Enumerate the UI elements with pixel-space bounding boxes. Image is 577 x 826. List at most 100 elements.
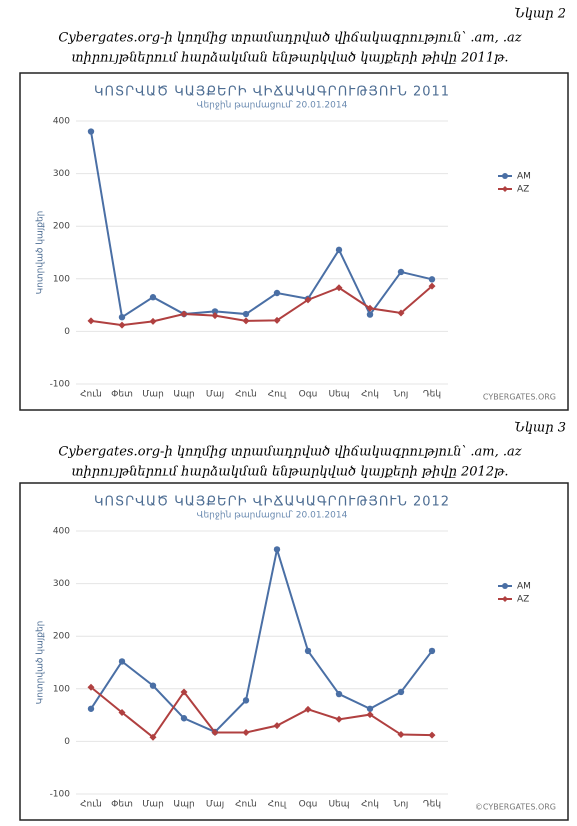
x-tick-label: Մար xyxy=(142,800,164,810)
point xyxy=(180,715,188,722)
point xyxy=(118,313,126,321)
point xyxy=(335,715,343,723)
point xyxy=(87,128,95,135)
x-tick-label: Հուլ xyxy=(268,390,287,400)
point xyxy=(366,311,374,318)
legend-label: AZ xyxy=(517,185,529,195)
point xyxy=(428,647,436,655)
y-tick-label: 0 xyxy=(64,327,70,337)
y-axis-label: Կոտրված կայքեր xyxy=(36,211,46,295)
point xyxy=(87,683,95,691)
point xyxy=(242,310,250,318)
point xyxy=(397,309,405,317)
series-line xyxy=(90,285,433,327)
x-tick-label: Դեկ xyxy=(423,390,441,400)
point xyxy=(397,688,405,696)
x-tick-label: Մար xyxy=(142,390,164,400)
point xyxy=(87,705,95,712)
y-tick-label: -100 xyxy=(50,790,71,800)
point xyxy=(304,705,312,713)
credit: ©CYBERGATES.ORG xyxy=(475,803,556,812)
point xyxy=(273,289,281,297)
point xyxy=(211,308,219,315)
chart-subtitle: Վերջին թարմացում՝ 20.01.2014 xyxy=(197,100,348,111)
y-tick-label: 200 xyxy=(53,222,70,232)
credit: CYBERGATES.ORG xyxy=(483,393,556,402)
legend-label: AM xyxy=(517,172,531,182)
point xyxy=(304,296,312,304)
x-tick-label: Հուն xyxy=(235,800,257,810)
caption-line: տիրույթներում հարձակման ենթարկված կայքեր… xyxy=(71,51,508,66)
caption-line: տիրույթներում հարձակման ենթարկված կայքեր… xyxy=(71,465,508,480)
x-tick-label: Դեկ xyxy=(423,800,441,810)
point xyxy=(149,294,157,301)
point xyxy=(366,705,374,712)
point xyxy=(335,246,343,254)
legend-marker xyxy=(502,173,508,179)
point xyxy=(397,268,405,276)
series-line xyxy=(90,131,433,319)
chart-frame xyxy=(19,72,569,411)
x-tick-label: Փետ xyxy=(111,800,133,810)
y-tick-label: 400 xyxy=(53,527,70,537)
x-tick-label: Ապր xyxy=(173,390,194,400)
point xyxy=(87,317,95,325)
x-tick-label: Նոյ xyxy=(394,390,409,400)
point xyxy=(366,711,374,719)
point xyxy=(118,658,126,665)
y-tick-label: -100 xyxy=(50,380,71,390)
chart-subtitle: Վերջին թարմացում՝ 20.01.2014 xyxy=(197,510,348,521)
x-tick-label: Մայ xyxy=(206,390,224,400)
x-tick-label: Սեպ xyxy=(328,390,349,400)
point xyxy=(304,647,312,655)
point xyxy=(149,682,157,689)
point xyxy=(335,690,343,698)
legend-marker xyxy=(502,186,508,192)
x-tick-label: Ապր xyxy=(173,800,194,810)
point xyxy=(428,282,436,290)
x-tick-label: Օգս xyxy=(299,390,318,400)
y-tick-label: 400 xyxy=(53,117,70,127)
point xyxy=(118,708,126,716)
point xyxy=(211,312,219,320)
point xyxy=(211,728,219,736)
point xyxy=(273,546,281,553)
legend-label: AM xyxy=(517,582,531,592)
point xyxy=(397,731,405,739)
series-line xyxy=(90,686,433,739)
x-tick-label: Հոկ xyxy=(361,800,379,810)
chart-title: ԿՈՏՐՎԱԾ ԿԱՅՔԵՐԻ ՎԻՃԱԿԱԳՐՈՒԹՅՈՒՆ 2011 xyxy=(94,85,450,100)
point xyxy=(242,728,250,736)
chart-title: ԿՈՏՐՎԱԾ ԿԱՅՔԵՐԻ ՎԻՃԱԿԱԳՐՈՒԹՅՈՒՆ 2012 xyxy=(94,495,450,510)
point xyxy=(242,697,250,704)
x-tick-label: Հուլ xyxy=(268,800,287,810)
x-tick-label: Օգս xyxy=(299,800,318,810)
legend-marker xyxy=(502,596,508,602)
x-tick-label: Մայ xyxy=(206,800,224,810)
y-tick-label: 300 xyxy=(53,169,70,179)
x-tick-label: Փետ xyxy=(111,390,133,400)
legend-label: AZ xyxy=(517,595,529,605)
x-tick-label: Հոկ xyxy=(361,390,379,400)
figure-label: Նկար 3 xyxy=(514,421,566,436)
y-tick-label: 100 xyxy=(53,274,70,284)
y-tick-label: 300 xyxy=(53,579,70,589)
x-tick-label: Հուն xyxy=(80,800,102,810)
point xyxy=(149,317,157,325)
point xyxy=(180,688,188,696)
y-tick-label: 200 xyxy=(53,632,70,642)
y-axis-label: Կոտրված կայքեր xyxy=(36,621,46,705)
y-tick-label: 100 xyxy=(53,684,70,694)
point xyxy=(242,317,250,325)
legend-marker xyxy=(502,583,508,589)
y-tick-label: 0 xyxy=(64,737,70,747)
series-line xyxy=(90,549,433,734)
figure-label: Նկար 2 xyxy=(514,7,566,22)
x-tick-label: Նոյ xyxy=(394,800,409,810)
caption-line: Cybergates.org-ի կողմից տրամադրված վիճակ… xyxy=(58,31,521,46)
chart-frame xyxy=(19,482,569,821)
point xyxy=(180,310,188,318)
x-tick-label: Հուն xyxy=(235,390,257,400)
